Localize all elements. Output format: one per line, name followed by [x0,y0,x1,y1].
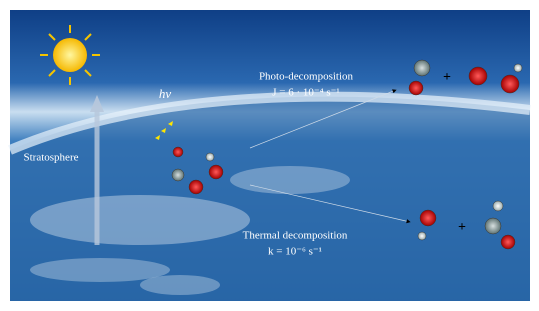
photo-title: Photo-decomposition [259,71,354,83]
illustration: hν Stratosphere Photo-decomposition J = … [0,0,539,311]
plus: + [458,220,466,235]
thermal-title: Thermal decomposition [243,230,348,242]
stratosphere-label: Stratosphere [24,152,79,164]
photon-label: hν [159,86,172,101]
thermal-rate: k = 10⁻⁶ s⁻¹ [268,246,322,258]
plus: + [443,70,451,85]
photo-rate: J = 6 · 10⁻⁴ s⁻¹ [272,87,339,99]
